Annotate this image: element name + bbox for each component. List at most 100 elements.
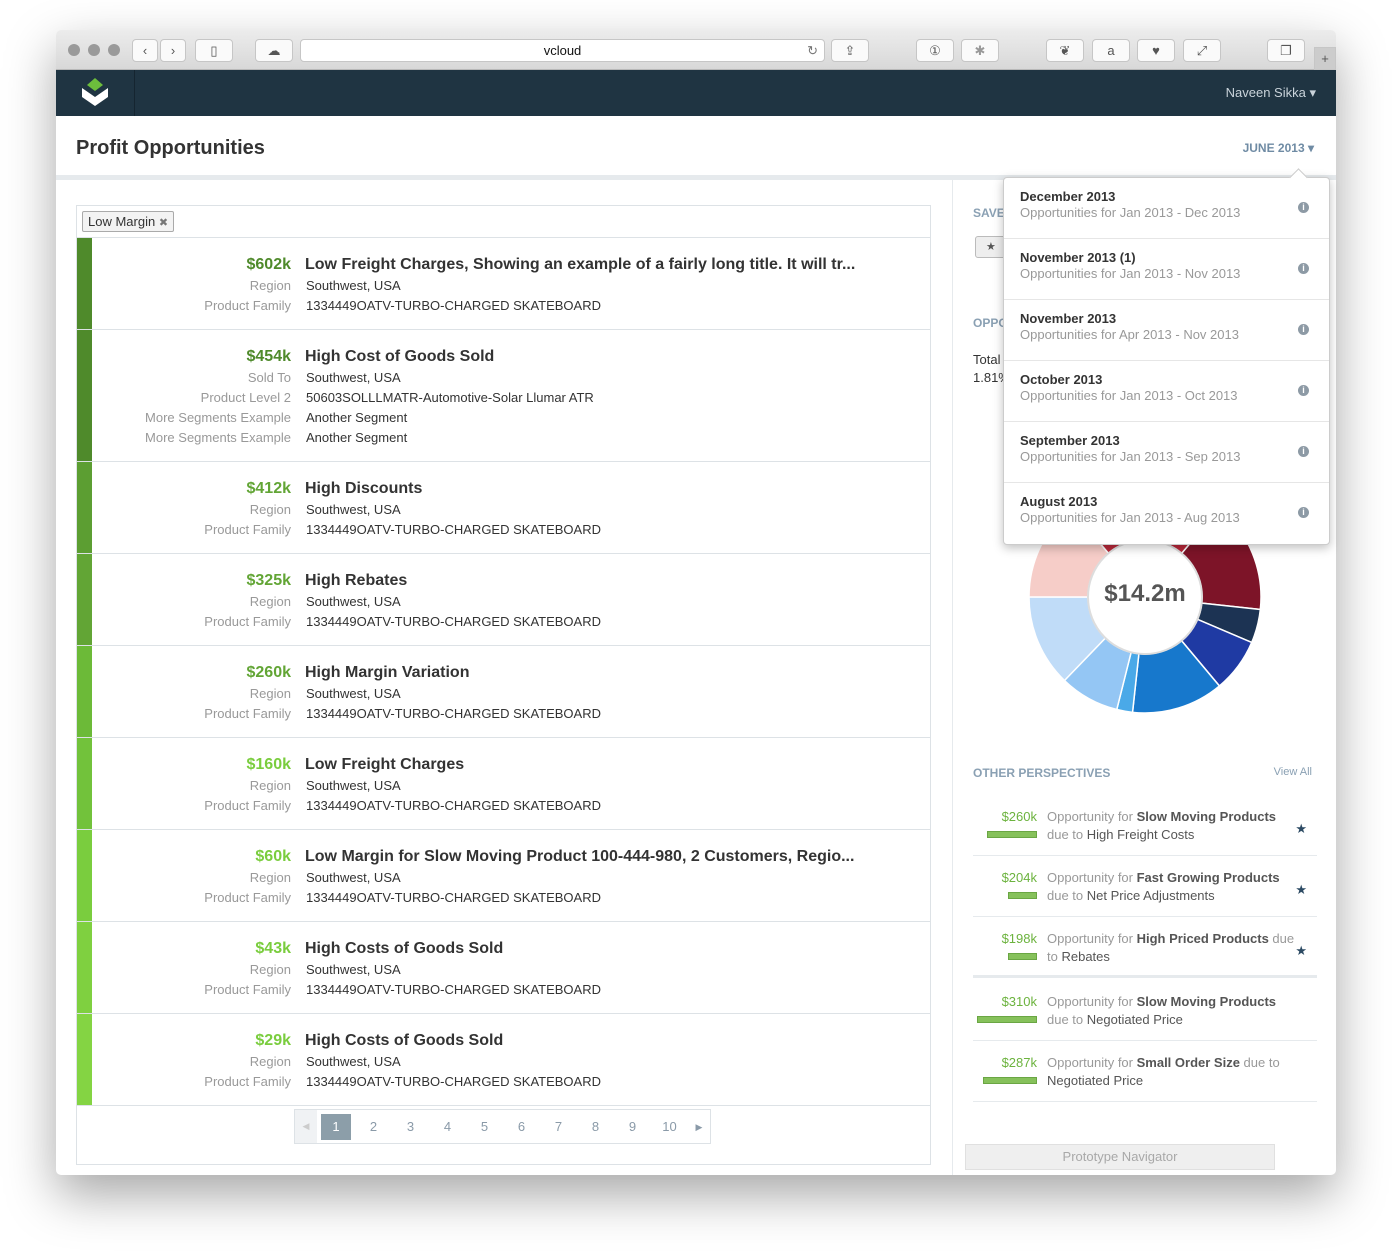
page-3[interactable]: 3	[406, 1118, 415, 1134]
forward-button[interactable]: ›	[160, 39, 186, 62]
info-icon[interactable]: i	[1298, 263, 1309, 274]
opportunity-bar	[77, 738, 92, 829]
star-icon[interactable]: ★	[1295, 821, 1307, 836]
page-10[interactable]: 10	[662, 1118, 677, 1134]
sidebar-icon[interactable]: ▯	[195, 39, 233, 62]
other-perspectives-heading: OTHER PERSPECTIVES	[973, 766, 1111, 780]
opportunity-title[interactable]: Low Margin for Slow Moving Product 100-4…	[305, 848, 855, 865]
detail-value: Southwest, USA	[306, 961, 401, 977]
opportunity-amount: $29k	[255, 1032, 291, 1049]
remove-icon[interactable]: ✖	[158, 217, 169, 229]
prototype-navigator-button[interactable]: Prototype Navigator	[965, 1144, 1275, 1170]
month-option[interactable]: December 2013 Opportunities for Jan 2013 …	[1004, 178, 1329, 239]
url-text: vcloud	[543, 43, 582, 58]
month-option[interactable]: November 2013 Opportunities for Apr 2013 …	[1004, 300, 1329, 361]
info-icon[interactable]: i	[1298, 385, 1309, 396]
opportunity-bar	[77, 922, 92, 1013]
opportunity-title[interactable]: High Margin Variation	[305, 664, 470, 681]
month-option-subtitle: Opportunities for Jan 2013 - Dec 2013	[1020, 205, 1241, 220]
opportunity-row[interactable]: $43k High Costs of Goods Sold Region Southw…	[77, 922, 930, 1014]
filter-chip-label: Low Margin	[88, 214, 156, 229]
star-icon[interactable]: ★	[1295, 882, 1307, 897]
opportunity-row[interactable]: $260k High Margin Variation Region Southwes…	[77, 646, 930, 738]
detail-label: Product Family	[204, 613, 291, 629]
info-icon[interactable]: i	[1298, 324, 1309, 335]
opportunity-title[interactable]: Low Freight Charges, Showing an example …	[305, 256, 856, 273]
opportunities-panel: Low Margin ✖ $602k Low Freight Charges, S…	[76, 205, 931, 1165]
onepassword-icon[interactable]: ①	[916, 39, 954, 62]
next-page-icon[interactable]: ▶	[695, 1121, 703, 1132]
evernote-icon[interactable]: ❦	[1046, 39, 1084, 62]
month-option-title: November 2013	[1020, 311, 1117, 326]
perspective-amount: $287k	[1001, 1055, 1037, 1070]
page-9[interactable]: 9	[628, 1118, 637, 1134]
icloud-tabs-icon[interactable]: ☁	[255, 39, 293, 62]
perspective-item[interactable]: $260k Opportunity for Slow Moving Produc…	[973, 795, 1317, 856]
opportunity-title[interactable]: High Costs of Goods Sold	[305, 1032, 504, 1049]
minimize-window-button[interactable]	[88, 44, 100, 56]
view-all-link[interactable]: View All	[1273, 766, 1312, 778]
share-icon[interactable]: ⇪	[831, 39, 869, 62]
star-icon[interactable]: ★	[1295, 943, 1307, 958]
opportunity-row[interactable]: $60k Low Margin for Slow Moving Product 1…	[77, 830, 930, 922]
detail-value: Southwest, USA	[306, 501, 401, 517]
info-icon[interactable]: i	[1298, 202, 1309, 213]
extension-icon[interactable]: ✱	[961, 39, 999, 62]
detail-label: Product Family	[204, 521, 291, 537]
opportunity-row[interactable]: $454k High Cost of Goods Sold Sold To South…	[77, 330, 930, 462]
page-title: Profit Opportunities	[76, 137, 265, 159]
opportunity-row[interactable]: $29k High Costs of Goods Sold Region Southw…	[77, 1014, 930, 1106]
page-2[interactable]: 2	[369, 1118, 378, 1134]
pocket-icon[interactable]: ♥	[1137, 39, 1175, 62]
detail-value: 1334449OATV-TURBO-CHARGED SKATEBOARD	[306, 1073, 601, 1089]
caret-down-icon: ▾	[1307, 141, 1314, 155]
month-selector[interactable]: JUNE 2013 ▾	[1243, 141, 1314, 155]
opportunity-title[interactable]: High Costs of Goods Sold	[305, 940, 504, 957]
perspective-item[interactable]: $310k Opportunity for Slow Moving Produc…	[973, 980, 1317, 1041]
prev-page-icon[interactable]: ◀	[295, 1110, 317, 1143]
new-tab-button[interactable]: +	[1314, 47, 1336, 70]
filter-chip[interactable]: Low Margin ✖	[82, 211, 175, 232]
month-option[interactable]: October 2013 Opportunities for Jan 2013 -…	[1004, 361, 1329, 422]
opportunity-row[interactable]: $325k High Rebates Region Southwest, USA Pro…	[77, 554, 930, 646]
month-option[interactable]: November 2013 (1) Opportunities for Jan 2…	[1004, 239, 1329, 300]
perspective-item[interactable]: $198k Opportunity for High Priced Produc…	[973, 917, 1317, 978]
perspective-item[interactable]: $287k Opportunity for Small Order Size d…	[973, 1041, 1317, 1102]
opportunity-row[interactable]: $160k Low Freight Charges Region Southwest,…	[77, 738, 930, 830]
user-name: Naveen Sikka	[1225, 85, 1306, 100]
address-bar[interactable]: vcloud ↻	[300, 39, 825, 62]
info-icon[interactable]: i	[1298, 446, 1309, 457]
opportunity-title[interactable]: High Rebates	[305, 572, 408, 589]
close-window-button[interactable]	[68, 44, 80, 56]
detail-label: Product Family	[204, 297, 291, 313]
page-1[interactable]: 1	[321, 1113, 351, 1140]
user-menu[interactable]: Naveen Sikka ▾	[1226, 85, 1316, 101]
info-icon[interactable]: i	[1298, 507, 1309, 518]
filter-bar[interactable]: Low Margin ✖	[77, 206, 930, 238]
opportunity-title[interactable]: Low Freight Charges	[305, 756, 465, 773]
fullscreen-icon[interactable]: ⤢	[1183, 39, 1221, 62]
month-option[interactable]: September 2013 Opportunities for Jan 2013…	[1004, 422, 1329, 483]
reload-icon[interactable]: ↻	[807, 43, 818, 58]
opportunity-title[interactable]: High Cost of Goods Sold	[305, 348, 495, 365]
opportunity-bar	[77, 646, 92, 737]
logo[interactable]	[56, 70, 135, 116]
page-8[interactable]: 8	[591, 1118, 600, 1134]
opportunity-amount: $160k	[246, 756, 292, 773]
page-5[interactable]: 5	[480, 1118, 489, 1134]
month-option[interactable]: August 2013 Opportunities for Jan 2013 - …	[1004, 483, 1329, 544]
amazon-icon[interactable]: a	[1092, 39, 1130, 62]
tabs-overview-icon[interactable]: ❐	[1267, 39, 1305, 62]
opportunity-title[interactable]: High Discounts	[305, 480, 423, 497]
opportunity-row[interactable]: $602k Low Freight Charges, Showing an exa…	[77, 238, 930, 330]
page-4[interactable]: 4	[443, 1118, 452, 1134]
opportunity-row[interactable]: $412k High Discounts Region Southwest, USA P…	[77, 462, 930, 554]
perspective-item[interactable]: $204k Opportunity for Fast Growing Produ…	[973, 856, 1317, 917]
opportunity-amount: $60k	[255, 848, 291, 865]
page-7[interactable]: 7	[554, 1118, 563, 1134]
zoom-window-button[interactable]	[108, 44, 120, 56]
back-button[interactable]: ‹	[132, 39, 158, 62]
perspective-text: Opportunity for Small Order Size due to …	[1047, 1055, 1280, 1088]
perspective-bar	[983, 1077, 1037, 1084]
page-6[interactable]: 6	[517, 1118, 526, 1134]
